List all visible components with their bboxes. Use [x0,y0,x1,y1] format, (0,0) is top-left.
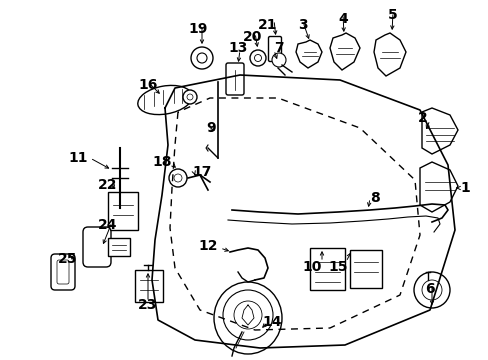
Text: 15: 15 [327,260,347,274]
Bar [349,250,381,288]
Text: 3: 3 [298,18,307,32]
Bar [108,192,138,230]
Text: 21: 21 [258,18,277,32]
Polygon shape [329,33,359,70]
Text: 14: 14 [262,315,281,329]
Text: 9: 9 [205,121,215,135]
Text: 12: 12 [198,239,218,253]
Text: 10: 10 [302,260,321,274]
FancyBboxPatch shape [83,227,111,267]
Text: 1: 1 [459,181,469,195]
Text: 19: 19 [188,22,207,36]
FancyBboxPatch shape [225,63,244,95]
Ellipse shape [138,85,192,114]
Text: 18: 18 [152,155,172,169]
FancyBboxPatch shape [268,36,281,62]
FancyBboxPatch shape [51,254,75,290]
Circle shape [413,272,449,308]
Text: 22: 22 [98,178,118,192]
FancyBboxPatch shape [57,260,69,284]
Circle shape [169,169,186,187]
Polygon shape [295,40,321,68]
Circle shape [191,47,213,69]
Text: 16: 16 [138,78,157,92]
Text: 13: 13 [227,41,247,55]
Text: 5: 5 [387,8,397,22]
Text: 7: 7 [273,41,283,55]
Text: 25: 25 [58,252,78,266]
Text: 6: 6 [425,282,434,296]
Polygon shape [373,33,405,76]
Text: 23: 23 [138,298,157,312]
Text: 17: 17 [192,165,211,179]
Text: 11: 11 [68,151,88,165]
Bar [309,248,345,290]
Text: 24: 24 [98,218,118,232]
Circle shape [183,90,197,104]
Bar [135,270,163,302]
Circle shape [271,53,285,67]
Text: 2: 2 [417,111,427,125]
Circle shape [223,290,272,340]
Polygon shape [419,162,457,212]
Circle shape [249,50,265,66]
Ellipse shape [214,282,282,354]
Polygon shape [421,108,457,154]
Text: 4: 4 [337,12,347,26]
Text: 20: 20 [243,30,262,44]
Text: 8: 8 [369,191,379,205]
Bar [108,238,130,256]
